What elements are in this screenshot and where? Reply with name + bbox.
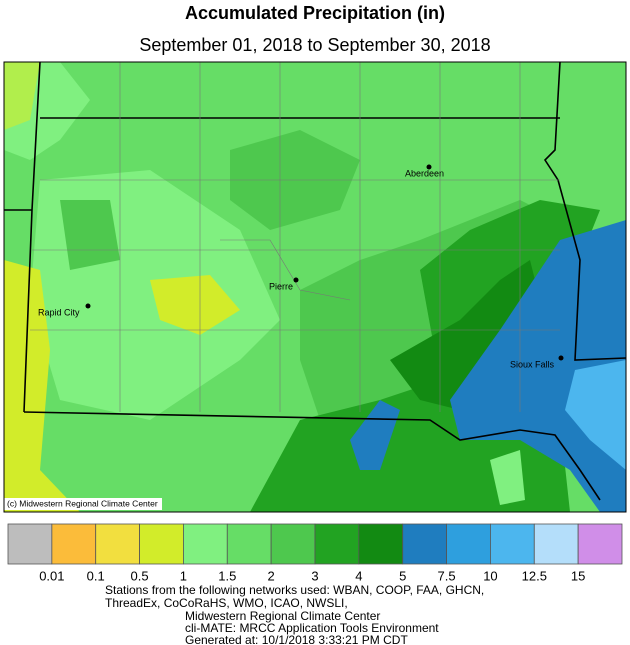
legend-label: 5 bbox=[399, 568, 406, 583]
legend-label: 1.5 bbox=[218, 568, 236, 583]
legend-swatch bbox=[490, 523, 535, 565]
subtitle: September 01, 2018 to September 30, 2018 bbox=[139, 35, 490, 55]
legend-label: 2 bbox=[268, 568, 275, 583]
footer-line: Midwestern Regional Climate Center bbox=[185, 609, 380, 623]
legend-label: 10 bbox=[483, 568, 497, 583]
legend-swatch bbox=[314, 523, 360, 565]
legend-swatch bbox=[577, 523, 623, 565]
legend-swatch bbox=[446, 523, 491, 565]
credit: (c) Midwestern Regional Climate Center bbox=[7, 498, 158, 508]
legend-swatch bbox=[51, 523, 97, 565]
legend-label: 4 bbox=[355, 568, 362, 583]
city-label: Aberdeen bbox=[405, 168, 444, 178]
legend-label: 12.5 bbox=[522, 568, 547, 583]
legend-label: 15 bbox=[571, 568, 585, 583]
legend-swatch bbox=[402, 523, 447, 565]
legend-swatch bbox=[183, 523, 228, 565]
footer-line: Stations from the following networks use… bbox=[105, 583, 484, 597]
footer-line: cli-MATE: MRCC Application Tools Environ… bbox=[185, 621, 439, 635]
legend-swatch bbox=[358, 523, 404, 565]
footer-line: ThreadEx, CoCoRaHS, WMO, ICAO, NWSLI, bbox=[105, 596, 348, 610]
legend-swatch bbox=[7, 523, 53, 565]
legend-swatch bbox=[95, 523, 140, 565]
legend: 0.01 0.1 0.5 1 1.5 2 3 4 5 7.5 10 12.5 15 bbox=[7, 523, 623, 583]
city-label: Pierre bbox=[269, 281, 293, 291]
legend-swatch bbox=[270, 523, 316, 565]
legend-swatch bbox=[226, 523, 272, 565]
legend-label: 0.01 bbox=[39, 568, 64, 583]
legend-label: 0.1 bbox=[87, 568, 105, 583]
legend-label: 7.5 bbox=[438, 568, 456, 583]
legend-swatch bbox=[533, 523, 579, 565]
title: Accumulated Precipitation (in) bbox=[185, 3, 445, 23]
legend-label: 3 bbox=[311, 568, 318, 583]
footer-line: Generated at: 10/1/2018 3:33:21 PM CDT bbox=[185, 633, 408, 645]
map: Aberdeen Pierre Rapid City Sioux Falls (… bbox=[3, 61, 627, 513]
legend-swatch bbox=[139, 523, 184, 565]
legend-label: 0.5 bbox=[131, 568, 149, 583]
city-label: Rapid City bbox=[38, 307, 80, 317]
legend-label: 1 bbox=[180, 568, 187, 583]
city-label: Sioux Falls bbox=[510, 359, 555, 369]
